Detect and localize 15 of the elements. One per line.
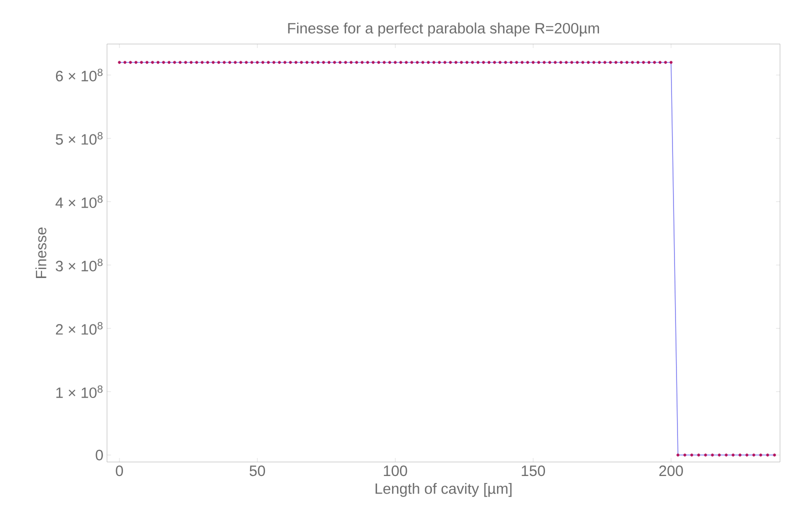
- y-tick-label: 3 × 10$^{8}$: [56, 258, 103, 272]
- y-tick-label: 4 × 10$^{8}$: [56, 195, 103, 208]
- x-tick-label: 50: [250, 466, 266, 476]
- y-tick-label: 6 × 10$^{8}$: [56, 68, 103, 82]
- y-axis-title: Finesse: [35, 228, 46, 278]
- x-tick-label: 150: [522, 466, 546, 476]
- y-tick-label: 0: [96, 450, 103, 460]
- y-tick-label: 1 × 10$^{8}$: [56, 385, 103, 398]
- x-axis-title: Length of cavity [µm]: [376, 482, 512, 497]
- y-tick-label: 5 × 10$^{8}$: [56, 132, 103, 145]
- x-tick-label: 100: [384, 466, 408, 476]
- x-tick-label: 0: [116, 466, 123, 476]
- chart-title: Finesse for a perfect parabola shape R=200µm: [288, 22, 599, 36]
- y-tick-label: 2 × 10$^{8}$: [56, 322, 103, 335]
- x-tick-label: 200: [659, 466, 683, 476]
